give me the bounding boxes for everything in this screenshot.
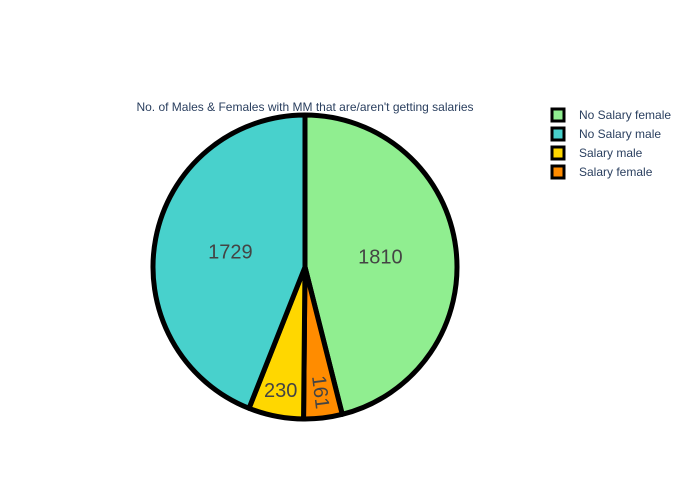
chart-title: No. of Males & Females with MM that are/… [136, 100, 473, 114]
pie-slice-no-salary-male[interactable] [150, 112, 308, 411]
legend-swatch [550, 126, 566, 142]
slice-value-label: 161 [307, 374, 333, 410]
legend-swatch [550, 145, 566, 161]
legend-swatch [550, 164, 566, 180]
legend-label: Salary male [579, 146, 643, 160]
slice-value-label: 230 [264, 380, 297, 402]
legend-label: No Salary male [579, 127, 661, 141]
pie-slice-labels: 1810 161 230 1729 [208, 242, 403, 410]
slice-value-label: 1810 [358, 247, 403, 269]
legend-label: No Salary female [579, 108, 671, 122]
legend-item-no-salary-male[interactable]: No Salary male [550, 126, 661, 142]
pie-slices [150, 112, 460, 422]
slice-value-label: 1729 [208, 242, 253, 264]
legend-label: Salary female [579, 165, 653, 179]
legend-swatch [550, 107, 566, 123]
legend-item-salary-male[interactable]: Salary male [550, 145, 643, 161]
legend-item-salary-female[interactable]: Salary female [550, 164, 653, 180]
legend-item-no-salary-female[interactable]: No Salary female [550, 107, 671, 123]
legend: No Salary female No Salary male Salary mal… [550, 107, 671, 180]
pie-slice-no-salary-female[interactable] [302, 112, 460, 417]
